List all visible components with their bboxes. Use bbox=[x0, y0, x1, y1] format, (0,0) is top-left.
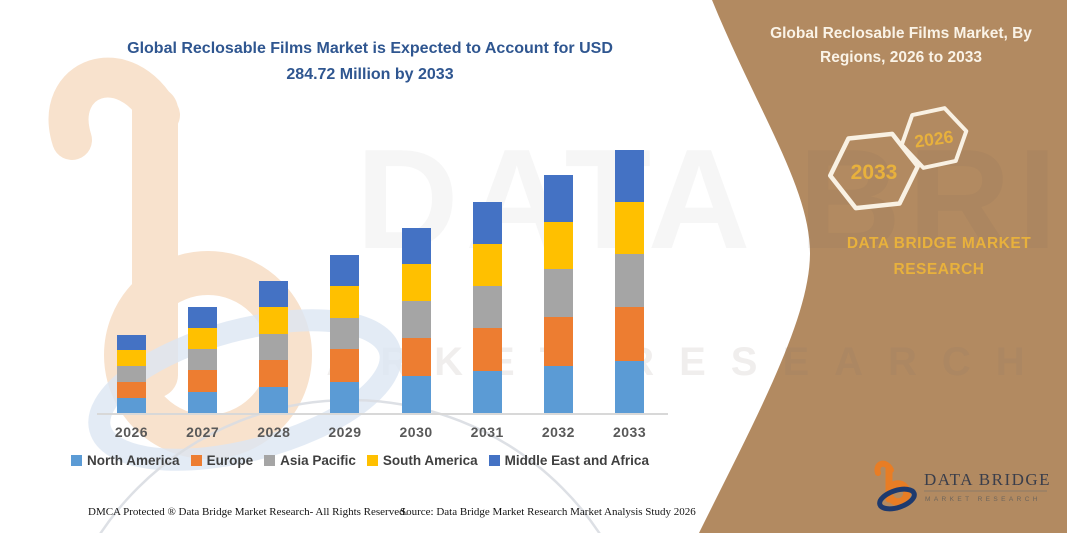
x-label-2028: 2028 bbox=[257, 424, 291, 440]
bar-2027-segment-south-america bbox=[188, 328, 218, 350]
bar-2031-segment-north-america bbox=[472, 371, 502, 414]
hexagon-2033-icon bbox=[827, 131, 921, 211]
brand-logo-b-icon bbox=[874, 460, 917, 512]
bar-2026-segment-south-america bbox=[117, 350, 146, 367]
x-label-2030: 2030 bbox=[399, 424, 433, 440]
bar-2030-segment-europe bbox=[401, 338, 431, 377]
bar-2033-segment-south-america bbox=[615, 201, 645, 255]
bar-2029-segment-middle-east-and-africa bbox=[330, 255, 360, 287]
bar-2028-segment-europe bbox=[259, 359, 289, 387]
bar-2029-segment-north-america bbox=[330, 381, 360, 414]
legend-label-north-america: North America bbox=[87, 453, 180, 468]
legend-swatch-asia-pacific bbox=[264, 455, 276, 466]
bar-2028-segment-north-america bbox=[259, 387, 289, 414]
legend-label-middle-east-and-africa: Middle East and Africa bbox=[504, 453, 649, 468]
legend-item-middle-east-and-africa: Middle East and Africa bbox=[488, 453, 649, 468]
footer-dmca-text: DMCA Protected ® Data Bridge Market Rese… bbox=[88, 506, 408, 518]
hexagon-2033-label: 2033 bbox=[851, 161, 898, 184]
bar-2033-segment-asia-pacific bbox=[615, 254, 645, 307]
x-label-2032: 2032 bbox=[541, 424, 575, 440]
hexagon-2026-icon bbox=[899, 106, 969, 170]
bar-2031-segment-asia-pacific bbox=[472, 285, 502, 328]
legend-swatch-north-america bbox=[71, 455, 83, 466]
x-label-2031: 2031 bbox=[470, 424, 504, 440]
x-axis-line bbox=[97, 413, 668, 415]
bar-2031 bbox=[472, 201, 502, 414]
bar-2032 bbox=[543, 174, 573, 414]
brand-logo: DATA BRIDGE MARKET RESEARCH bbox=[874, 460, 1051, 512]
bar-2028-segment-middle-east-and-africa bbox=[259, 280, 289, 308]
bar-2028 bbox=[259, 280, 289, 414]
sidebar-panel-shape bbox=[699, 0, 1067, 533]
hexagon-badges: 2033 2026 bbox=[827, 106, 969, 211]
bar-2031-segment-south-america bbox=[472, 243, 502, 286]
bar-2026-segment-north-america bbox=[117, 398, 146, 414]
bar-2033-segment-europe bbox=[615, 306, 645, 361]
bar-2030-segment-north-america bbox=[401, 376, 431, 414]
legend-swatch-south-america bbox=[366, 455, 378, 466]
legend-label-south-america: South America bbox=[382, 453, 478, 468]
bar-2033 bbox=[615, 149, 645, 414]
bar-2032-segment-europe bbox=[543, 316, 573, 366]
bar-2029 bbox=[330, 255, 360, 414]
sidebar-title: Global Reclosable Films Market, By Regio… bbox=[770, 25, 1032, 67]
hexagon-2026-label: 2026 bbox=[913, 126, 955, 151]
bar-2026-segment-asia-pacific bbox=[117, 366, 146, 382]
bar-2031-segment-europe bbox=[472, 327, 502, 372]
x-label-2029: 2029 bbox=[328, 424, 362, 440]
bar-2027-segment-asia-pacific bbox=[188, 349, 218, 371]
bar-2031-segment-middle-east-and-africa bbox=[472, 201, 502, 244]
bar-2032-segment-middle-east-and-africa bbox=[543, 174, 573, 222]
bar-2029-segment-south-america bbox=[330, 286, 360, 319]
bar-2028-segment-asia-pacific bbox=[259, 333, 289, 360]
sidebar-brand-text: DATA BRIDGE MARKET RESEARCH bbox=[846, 235, 1032, 279]
bar-2027-segment-north-america bbox=[188, 392, 218, 414]
footer-source-text: Source: Data Bridge Market Research Mark… bbox=[400, 506, 696, 518]
legend-item-north-america: North America bbox=[71, 453, 180, 468]
bar-2029-segment-europe bbox=[330, 349, 360, 382]
bar-2026-segment-middle-east-and-africa bbox=[117, 334, 146, 351]
legend-swatch-europe bbox=[190, 455, 202, 466]
x-label-2026: 2026 bbox=[114, 424, 149, 440]
legend-label-asia-pacific: Asia Pacific bbox=[280, 453, 356, 468]
legend-label-europe: Europe bbox=[206, 453, 254, 468]
bar-2032-segment-north-america bbox=[543, 365, 573, 414]
brand-logo-name: DATA BRIDGE bbox=[924, 470, 1051, 489]
legend-item-asia-pacific: Asia Pacific bbox=[264, 453, 356, 468]
x-label-2033: 2033 bbox=[612, 424, 647, 440]
brand-logo-subtitle: MARKET RESEARCH bbox=[925, 496, 1041, 503]
bar-2028-segment-south-america bbox=[259, 307, 289, 334]
bar-2032-segment-south-america bbox=[543, 221, 573, 270]
bar-2033-segment-north-america bbox=[615, 360, 645, 414]
x-label-2027: 2027 bbox=[186, 424, 220, 440]
bar-2026 bbox=[117, 334, 146, 414]
chart-legend: North America Europe Asia Pacific South Ame… bbox=[70, 453, 650, 468]
chart-title-line2: 284.72 Million by 2033 bbox=[286, 66, 454, 84]
chart-title: Global Reclosable Films Market is Expect… bbox=[70, 36, 670, 89]
bar-2030-segment-south-america bbox=[401, 264, 431, 302]
bar-2026-segment-europe bbox=[117, 381, 146, 398]
x-axis-labels: 2026 2027 2028 2029 2030 2031 2032 2033 bbox=[0, 424, 1067, 442]
bar-2030-segment-middle-east-and-africa bbox=[401, 227, 431, 265]
bar-2030-segment-asia-pacific bbox=[401, 301, 431, 339]
bar-plot bbox=[97, 120, 668, 414]
bar-2030 bbox=[401, 227, 431, 414]
bar-2033-segment-middle-east-and-africa bbox=[615, 149, 645, 202]
legend-item-europe: Europe bbox=[190, 453, 254, 468]
bar-2027-segment-middle-east-and-africa bbox=[188, 307, 218, 329]
bar-2027 bbox=[188, 307, 218, 414]
bar-2029-segment-asia-pacific bbox=[330, 318, 360, 350]
bar-2027-segment-europe bbox=[188, 370, 218, 393]
legend-item-south-america: South America bbox=[366, 453, 478, 468]
bar-2032-segment-asia-pacific bbox=[543, 269, 573, 317]
chart-title-line1: Global Reclosable Films Market is Expect… bbox=[127, 40, 613, 57]
legend-swatch-middle-east-and-africa bbox=[488, 455, 500, 466]
